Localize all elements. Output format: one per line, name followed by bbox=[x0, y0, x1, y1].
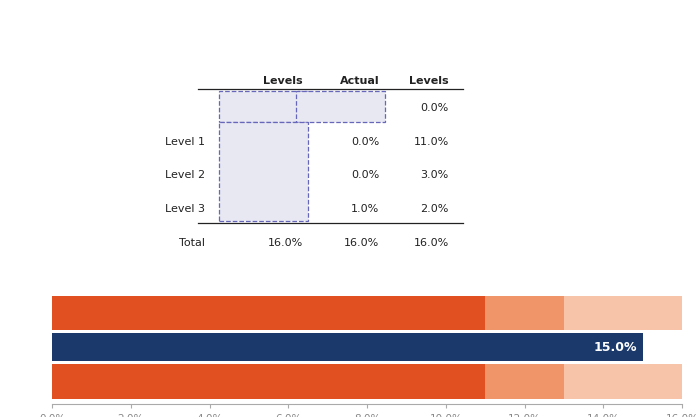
Text: 3.0%: 3.0% bbox=[274, 170, 303, 180]
Text: 1.0%: 1.0% bbox=[351, 204, 379, 214]
Text: 11.0%: 11.0% bbox=[267, 137, 303, 147]
Text: 15.0%: 15.0% bbox=[344, 103, 379, 113]
Bar bbox=[485, 364, 564, 399]
Bar bbox=[564, 296, 682, 330]
Bar bbox=[52, 364, 485, 399]
Text: 11.0%: 11.0% bbox=[413, 137, 449, 147]
Text: 0.0%: 0.0% bbox=[274, 103, 303, 113]
Text: 2.0%: 2.0% bbox=[274, 204, 303, 214]
Text: Level 1: Level 1 bbox=[166, 137, 205, 147]
Bar bbox=[52, 333, 642, 362]
Bar bbox=[485, 296, 564, 330]
Text: 0.0%: 0.0% bbox=[420, 103, 449, 113]
Text: Level 3: Level 3 bbox=[166, 204, 205, 214]
Bar bbox=[296, 90, 385, 122]
Text: 3.0%: 3.0% bbox=[420, 170, 449, 180]
Text: Levels: Levels bbox=[263, 76, 303, 86]
Text: Total: Total bbox=[180, 238, 205, 248]
Text: 16.0%: 16.0% bbox=[413, 238, 449, 248]
Text: 2.0%: 2.0% bbox=[420, 204, 449, 214]
Text: Actual: Actual bbox=[340, 76, 379, 86]
Bar bbox=[52, 296, 485, 330]
Bar bbox=[219, 122, 308, 221]
Text: Levels: Levels bbox=[409, 76, 449, 86]
Text: Bullet Chart Template: Bullet Chart Template bbox=[45, 39, 216, 53]
Text: Level 2: Level 2 bbox=[165, 170, 205, 180]
Bar bbox=[564, 364, 682, 399]
Text: © Corporate Finance Institute®. All rights reserved.: © Corporate Finance Institute®. All righ… bbox=[8, 9, 244, 18]
Text: 16.0%: 16.0% bbox=[267, 238, 303, 248]
Text: 0.0%: 0.0% bbox=[351, 170, 379, 180]
Bar bbox=[219, 90, 308, 122]
Text: 15.0%: 15.0% bbox=[593, 341, 637, 354]
Text: 16.0%: 16.0% bbox=[344, 238, 379, 248]
Text: 0.0%: 0.0% bbox=[351, 137, 379, 147]
